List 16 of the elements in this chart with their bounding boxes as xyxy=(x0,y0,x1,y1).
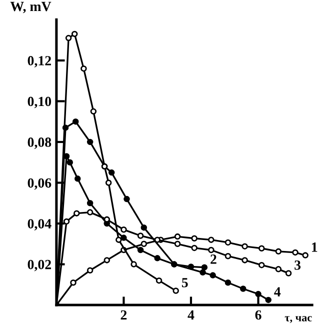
y-tick-label: 0,10 xyxy=(28,96,52,108)
x-tick-label: 6 xyxy=(255,310,262,320)
y-tick-label: 0,02 xyxy=(28,260,51,272)
series-label: 3 xyxy=(294,260,301,270)
y-tick-label: 0,04 xyxy=(28,219,52,230)
y-axis-title: W, mV xyxy=(10,2,52,14)
y-tick-label: 0,06 xyxy=(28,178,52,190)
series-label: 2 xyxy=(210,254,216,264)
y-tick-label: 0,12 xyxy=(28,56,51,68)
series-label: 5 xyxy=(182,278,188,288)
x-tick-label: 2 xyxy=(120,310,127,320)
series-label: 4 xyxy=(274,287,281,296)
x-tick-label: 4 xyxy=(188,310,194,320)
y-tick-label: 0,08 xyxy=(28,138,52,149)
series-label: 1 xyxy=(312,242,318,252)
x-axis-title: τ, час xyxy=(284,316,312,324)
